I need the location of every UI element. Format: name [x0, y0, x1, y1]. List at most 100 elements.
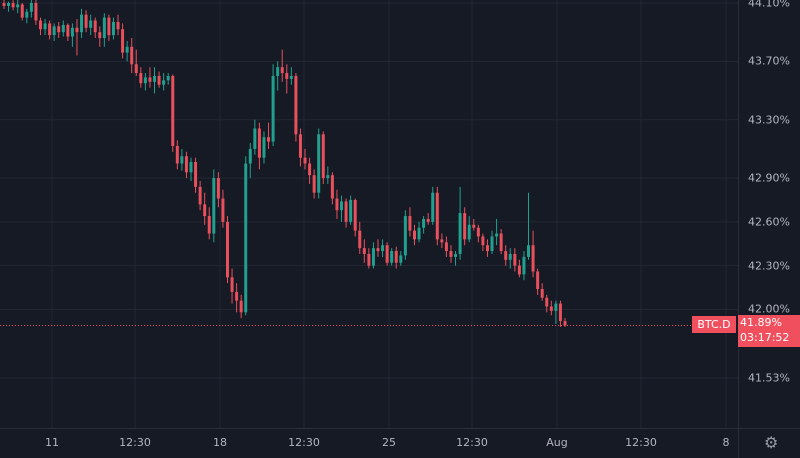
candle-body	[61, 24, 65, 33]
candle-body	[513, 253, 517, 266]
candle	[25, 8, 29, 24]
candle-body	[362, 248, 366, 254]
candle	[230, 268, 234, 304]
candle	[495, 218, 499, 246]
candle-body	[435, 192, 439, 240]
candle-body	[153, 75, 157, 82]
candle	[367, 248, 371, 269]
candle-body	[349, 199, 353, 222]
candle-body	[225, 221, 229, 278]
candle-body	[84, 14, 88, 28]
candle	[513, 248, 517, 272]
candle-body	[25, 11, 29, 18]
gear-icon[interactable]: ⚙	[764, 433, 779, 452]
candle	[148, 67, 152, 88]
candle-body	[16, 4, 20, 8]
candle-body	[449, 251, 453, 257]
candle	[2, 0, 6, 9]
price-tick-label: 42.00%	[748, 302, 790, 316]
candle	[248, 143, 252, 179]
candle-body	[207, 216, 211, 234]
candle-body	[262, 137, 266, 158]
time-tick-label: 12:30	[119, 436, 151, 449]
last-price-label: 41.89% 03:17:52	[738, 315, 800, 347]
candle-body	[303, 157, 307, 164]
candle	[303, 148, 307, 170]
candle-body	[29, 3, 33, 12]
candle	[472, 218, 476, 231]
candle	[203, 192, 207, 225]
candle	[207, 207, 211, 240]
candle-body	[394, 251, 398, 263]
candle-body	[280, 67, 284, 74]
candle-body	[385, 245, 389, 263]
candle-body	[285, 73, 289, 79]
candle	[454, 251, 458, 266]
price-tick-label: 44.10%	[748, 0, 790, 10]
candle-body	[298, 134, 302, 158]
candle	[116, 14, 120, 36]
candle	[481, 233, 485, 252]
candle-body	[111, 21, 115, 36]
candle-body	[540, 288, 544, 298]
price-tick-label: 41.53%	[748, 371, 790, 385]
candle	[253, 119, 257, 155]
candle-body	[143, 77, 147, 84]
price-tick-label: 42.30%	[748, 259, 790, 273]
candle-body	[408, 216, 412, 231]
candle-body	[267, 137, 271, 142]
candle	[235, 283, 239, 313]
candle-body	[134, 64, 138, 74]
candle-body	[358, 230, 362, 249]
candle	[20, 3, 24, 21]
candle	[267, 122, 271, 149]
candle-body	[485, 245, 489, 252]
candle-body	[522, 256, 526, 275]
candle	[225, 216, 229, 284]
candle	[180, 148, 184, 171]
candle	[440, 233, 444, 249]
candle	[130, 38, 134, 74]
candle	[381, 239, 385, 257]
candle-body	[289, 75, 293, 79]
candle	[499, 229, 503, 254]
candle-body	[43, 23, 47, 30]
candle-body	[531, 245, 535, 272]
last-price: 41.89%	[740, 316, 782, 329]
candle	[198, 181, 202, 211]
candle-body	[271, 75, 275, 142]
candle-body	[440, 239, 444, 243]
time-tick-label: Aug	[546, 436, 568, 449]
candle-body	[230, 277, 234, 292]
candle	[84, 10, 88, 33]
candle	[527, 192, 531, 260]
candle	[61, 20, 65, 37]
candle-body	[139, 73, 143, 84]
candle-body	[367, 253, 371, 266]
candle-body	[107, 17, 111, 36]
candle	[308, 157, 312, 184]
candle-body	[353, 199, 357, 231]
candle	[52, 23, 56, 41]
candle-body	[499, 233, 503, 252]
candle-body	[330, 175, 334, 199]
candle-body	[148, 77, 152, 82]
candle-body	[422, 218, 426, 228]
candle-body	[34, 3, 38, 21]
candle-body	[166, 75, 170, 81]
candle	[280, 49, 284, 82]
candle	[358, 221, 362, 254]
candle	[257, 122, 261, 170]
candle	[93, 17, 97, 39]
candle	[70, 23, 74, 47]
candle	[312, 169, 316, 199]
candle	[43, 19, 47, 36]
candle-body	[431, 192, 435, 222]
candle-body	[20, 4, 24, 18]
candle	[34, 0, 38, 25]
candle	[444, 236, 448, 257]
candle	[321, 131, 325, 184]
candle-body	[554, 303, 558, 311]
candle	[458, 186, 462, 260]
